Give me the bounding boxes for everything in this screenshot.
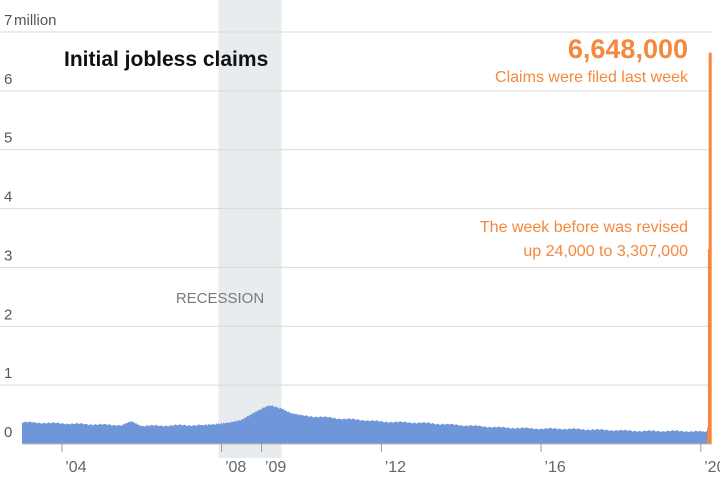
x-tick-label: ’12	[385, 459, 406, 476]
chart-title: Initial jobless claims	[64, 48, 268, 71]
gridlines	[0, 31, 712, 386]
recession-band	[218, 0, 282, 458]
y-tick-label: 1	[4, 365, 12, 382]
recession-label: RECESSION	[176, 290, 264, 307]
annotation-last-week-value: 6,648,000	[568, 34, 688, 64]
area-layer	[22, 405, 708, 444]
y-tick-label: 0	[4, 424, 12, 441]
y-tick-label: 6	[4, 71, 12, 88]
x-tick-label: ’16	[544, 459, 565, 476]
x-axis: ’04 ’08 ’09 ’12 ’16 ’20	[22, 443, 720, 476]
annotation-last-week-text: Claims were filed last week	[495, 69, 689, 86]
x-tick-label: ’04	[65, 459, 86, 476]
y-tick-label: 3	[4, 247, 12, 264]
annotation-revised-line-1: The week before was revised	[480, 219, 688, 236]
x-tick-label: ’20	[704, 459, 720, 476]
bar-layer	[707, 52, 712, 444]
annotation-revised-line-2: up 24,000 to 3,307,000	[523, 243, 688, 260]
recession-band-layer	[218, 0, 282, 458]
series-area	[22, 405, 708, 444]
y-tick-label: 7	[4, 12, 12, 29]
claims-bar	[708, 52, 712, 444]
x-tick-label: ’08	[225, 459, 246, 476]
y-tick-label: 2	[4, 306, 12, 323]
y-axis: 0 1 2 3 4 5 6 7 million	[4, 12, 57, 441]
y-tick-label: 5	[4, 130, 12, 147]
y-unit-label: million	[14, 12, 57, 29]
y-tick-label: 4	[4, 189, 12, 206]
x-tick-label: ’09	[265, 459, 286, 476]
